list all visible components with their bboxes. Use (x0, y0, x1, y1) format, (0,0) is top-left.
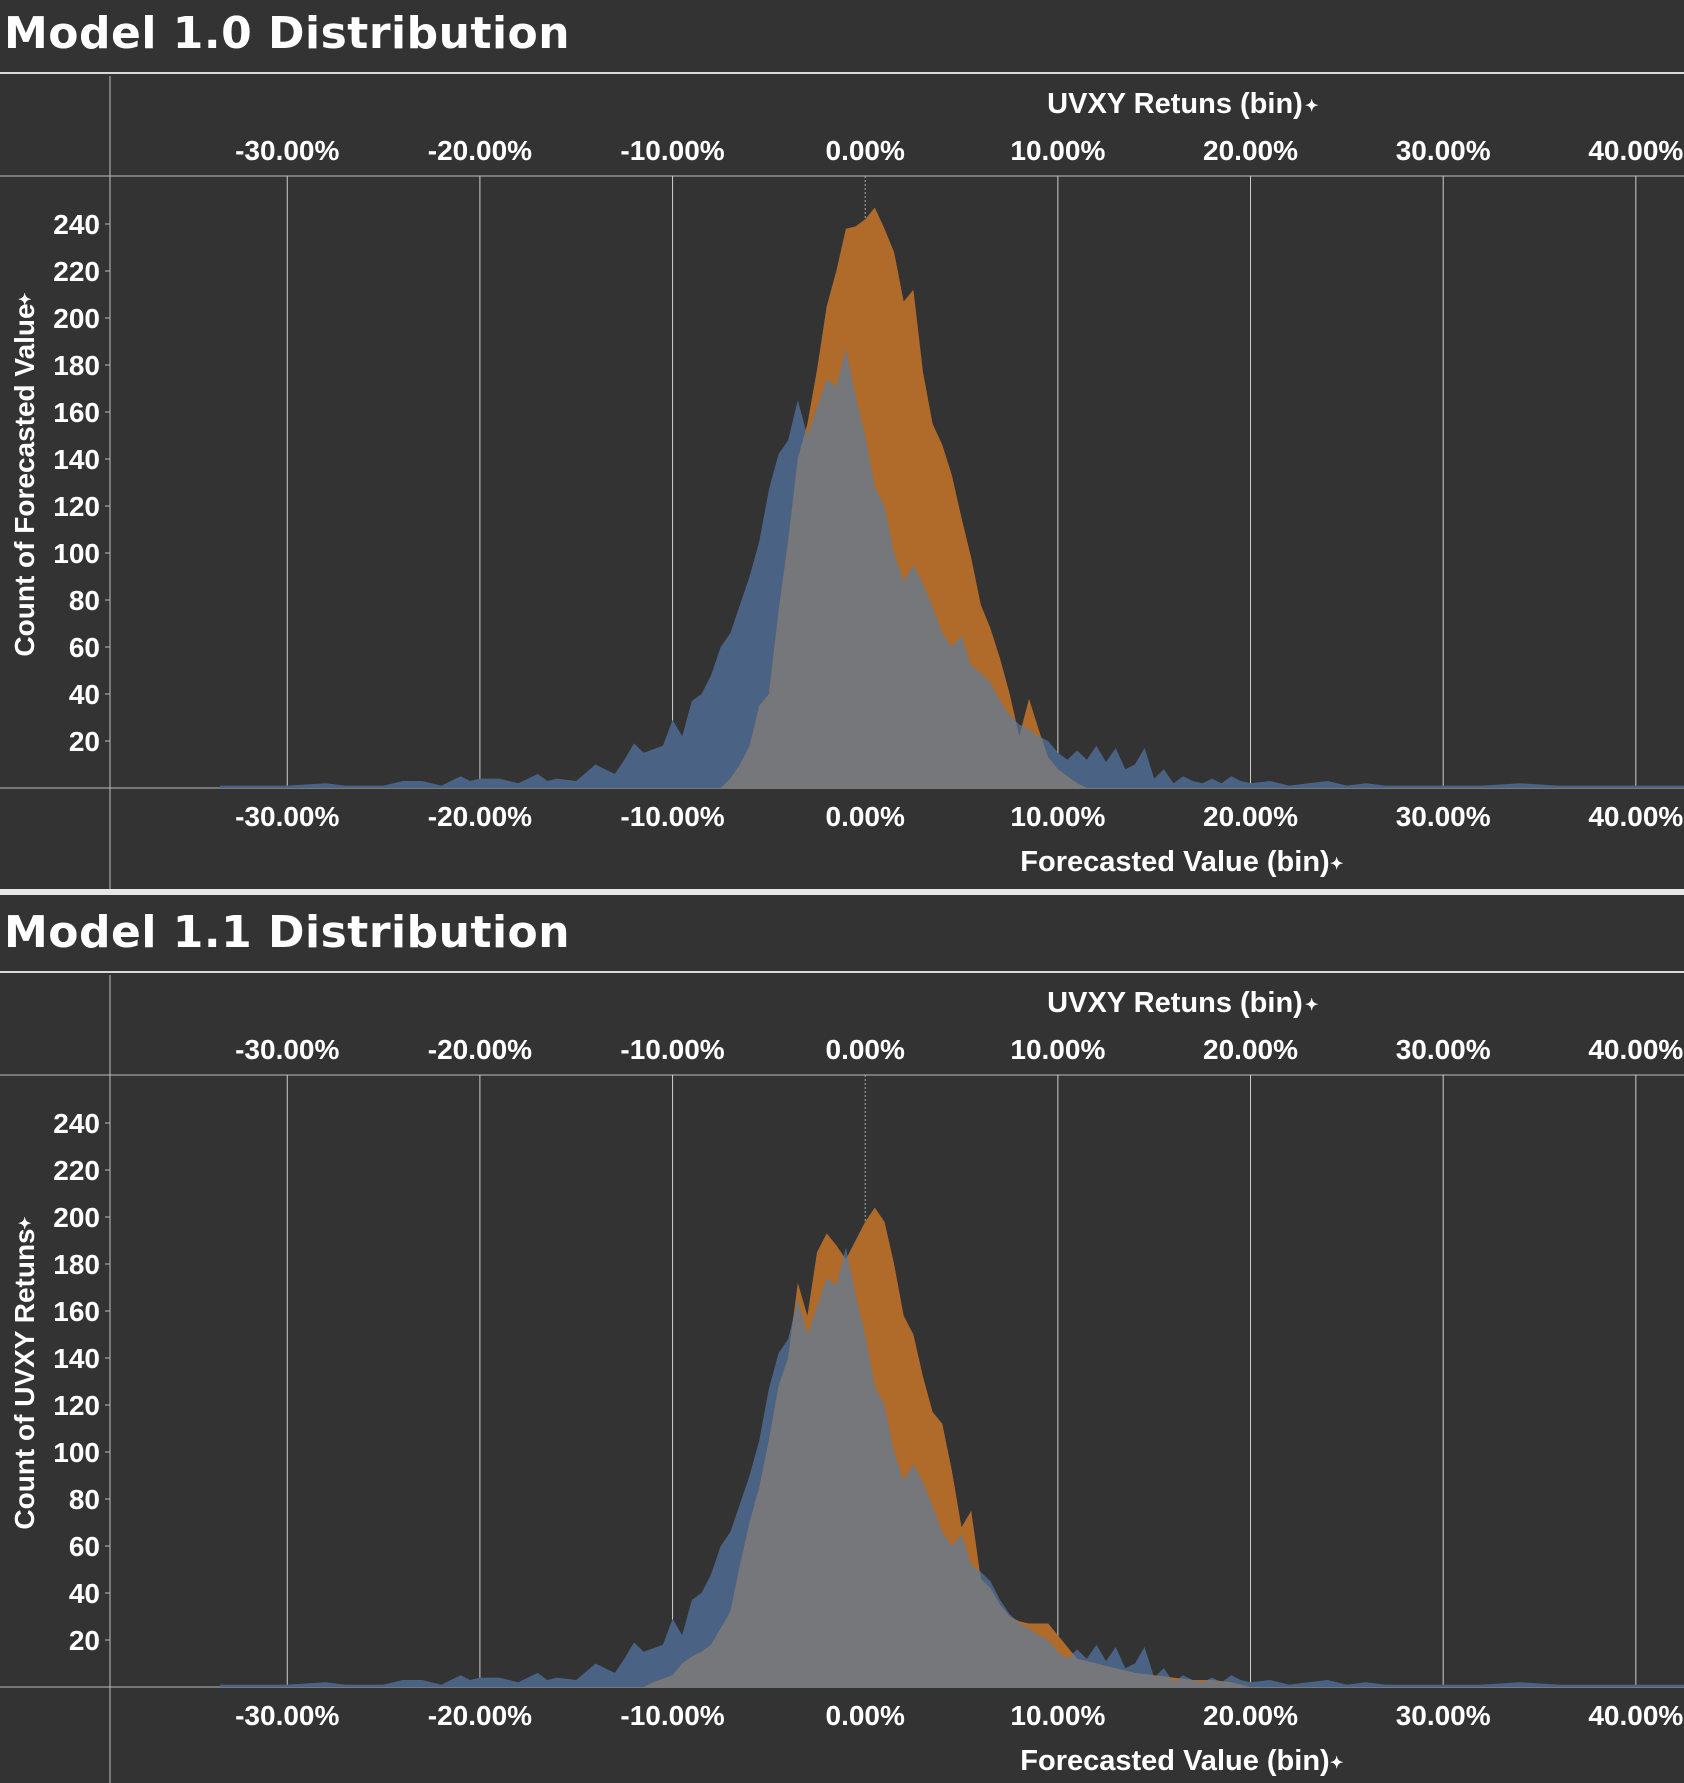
y-tick-label: 220 (53, 256, 100, 287)
y-tick-label: 160 (53, 1296, 100, 1327)
top-x-tick-label: 10.00% (1010, 135, 1105, 166)
y-tick-label: 80 (69, 1484, 100, 1515)
top-x-tick-label: 0.00% (826, 135, 905, 166)
pin-icon[interactable]: ✦ (18, 292, 31, 309)
top-axis-title: UVXY Retuns (bin) (1047, 88, 1303, 120)
y-axis-title: Count of UVXY Retuns (9, 1228, 40, 1529)
y-tick-label: 60 (69, 632, 100, 663)
top-x-tick-label: 10.00% (1010, 1034, 1105, 1065)
y-tick-label: 240 (53, 209, 100, 240)
pin-icon[interactable]: ✦ (1330, 856, 1343, 873)
bottom-x-tick-label: 30.00% (1396, 801, 1491, 832)
pin-icon[interactable]: ✦ (1330, 1755, 1343, 1772)
y-tick-label: 20 (69, 1625, 100, 1656)
model-1-0-distribution-panel: Model 1.0 Distribution 20 40 60 80 100 120 140… (0, 0, 1684, 895)
bottom-x-tick-label: 40.00% (1588, 801, 1683, 832)
x-axis-title: Forecasted Value (bin) (1020, 846, 1329, 878)
bottom-x-tick-label: 0.00% (826, 1700, 905, 1731)
y-tick-label: 20 (69, 726, 100, 757)
y-tick-label: 140 (53, 1343, 100, 1374)
bottom-x-tick-label: -10.00% (620, 801, 724, 832)
bottom-x-tick-label: 20.00% (1203, 1700, 1298, 1731)
y-tick-label: 80 (69, 585, 100, 616)
pin-icon[interactable]: ✦ (1305, 997, 1318, 1014)
chart-title: Model 1.0 Distribution (4, 8, 571, 59)
top-x-tick-label: 0.00% (826, 1034, 905, 1065)
bottom-x-tick-label: 10.00% (1010, 1700, 1105, 1731)
y-tick-label: 60 (69, 1531, 100, 1562)
y-tick-label: 180 (53, 350, 100, 381)
top-x-tick-label: -30.00% (235, 1034, 339, 1065)
top-x-tick-label: -30.00% (235, 135, 339, 166)
y-tick-label: 100 (53, 538, 100, 569)
top-x-tick-label: -10.00% (620, 135, 724, 166)
top-x-tick-label: 30.00% (1396, 135, 1491, 166)
title-divider (0, 72, 1684, 74)
bottom-x-tick-label: 10.00% (1010, 801, 1105, 832)
y-tick-label: 180 (53, 1249, 100, 1280)
pin-icon[interactable]: ✦ (1305, 98, 1318, 115)
bottom-x-tick-label: 0.00% (826, 801, 905, 832)
top-x-tick-label: -20.00% (428, 135, 532, 166)
series-layer (219, 1207, 1684, 1687)
y-tick-label: 140 (53, 444, 100, 475)
y-axis-title: Count of Forecasted Value (9, 303, 40, 656)
top-x-tick-label: 40.00% (1588, 135, 1683, 166)
chart-title: Model 1.1 Distribution (4, 907, 571, 958)
y-tick-label: 240 (53, 1108, 100, 1139)
y-tick-label: 120 (53, 1390, 100, 1421)
y-tick-label: 40 (69, 679, 100, 710)
y-tick-label: 220 (53, 1155, 100, 1186)
top-x-tick-label: 20.00% (1203, 1034, 1298, 1065)
top-axis-title: UVXY Retuns (bin) (1047, 987, 1303, 1019)
x-axis-title: Forecasted Value (bin) (1020, 1745, 1329, 1777)
bottom-x-tick-label: -30.00% (235, 1700, 339, 1731)
y-tick-label: 40 (69, 1578, 100, 1609)
model-1-1-distribution-panel: Model 1.1 Distribution 20 40 60 80 100 120 140… (0, 899, 1684, 1783)
top-x-tick-label: -20.00% (428, 1034, 532, 1065)
top-x-tick-label: 30.00% (1396, 1034, 1491, 1065)
y-tick-label: 120 (53, 491, 100, 522)
bottom-x-tick-label: -20.00% (428, 1700, 532, 1731)
distribution-chart: 20 40 60 80 100 120 140 160 180 200 220 240 -30.00% -… (0, 76, 1684, 890)
top-x-tick-label: -10.00% (620, 1034, 724, 1065)
panel-divider (0, 889, 1684, 895)
y-tick-label: 100 (53, 1437, 100, 1468)
bottom-x-tick-label: 40.00% (1588, 1700, 1683, 1731)
top-x-tick-label: 40.00% (1588, 1034, 1683, 1065)
bottom-x-tick-label: 30.00% (1396, 1700, 1491, 1731)
y-tick-label: 200 (53, 303, 100, 334)
top-x-tick-label: 20.00% (1203, 135, 1298, 166)
bottom-x-tick-label: 20.00% (1203, 801, 1298, 832)
y-tick-label: 200 (53, 1202, 100, 1233)
y-tick-label: 160 (53, 397, 100, 428)
bottom-x-tick-label: -20.00% (428, 801, 532, 832)
distribution-chart: 20 40 60 80 100 120 140 160 180 200 220 240 -30.00% -… (0, 975, 1684, 1783)
bottom-x-tick-label: -10.00% (620, 1700, 724, 1731)
title-divider (0, 971, 1684, 973)
series-layer (219, 207, 1684, 788)
pin-icon[interactable]: ✦ (18, 1216, 31, 1233)
bottom-x-tick-label: -30.00% (235, 801, 339, 832)
